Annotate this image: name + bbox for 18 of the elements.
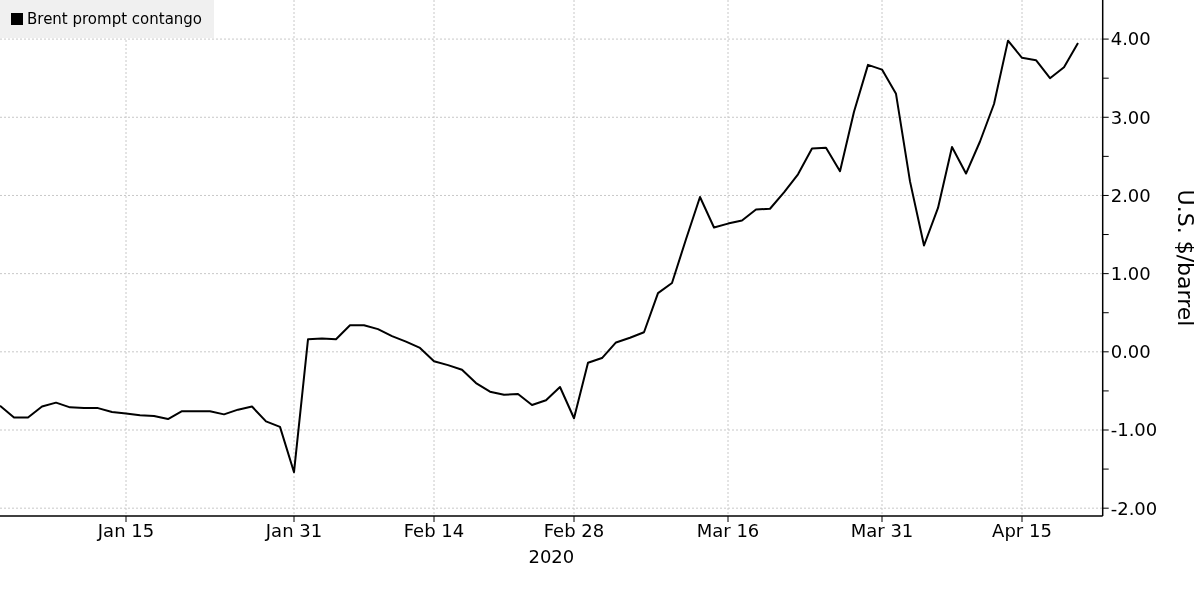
y-tick-label: 2.00	[1110, 184, 1151, 206]
y-tick-label: 0.00	[1110, 341, 1151, 363]
x-tick-label: Mar 31	[850, 519, 914, 541]
x-tick-label: Feb 28	[543, 519, 605, 541]
y-tick-label: -1.00	[1110, 419, 1158, 441]
legend-label: Brent prompt contango	[27, 10, 203, 28]
x-tick-label: Mar 16	[696, 519, 760, 541]
x-axis-title: 2020	[528, 546, 575, 567]
x-tick-label: Feb 14	[403, 519, 465, 541]
x-tick-label: Jan 15	[96, 519, 155, 541]
x-tick-label: Jan 31	[264, 519, 323, 541]
x-tick-label: Apr 15	[992, 519, 1052, 541]
y-tick-label: 3.00	[1110, 106, 1151, 128]
y-axis-title: U.S. $/barrel	[1173, 189, 1199, 327]
y-tick-label: 4.00	[1110, 28, 1151, 50]
line-series	[0, 39, 1079, 474]
y-tick-label: -2.00	[1110, 497, 1158, 519]
y-tick-label: 1.00	[1110, 263, 1151, 285]
